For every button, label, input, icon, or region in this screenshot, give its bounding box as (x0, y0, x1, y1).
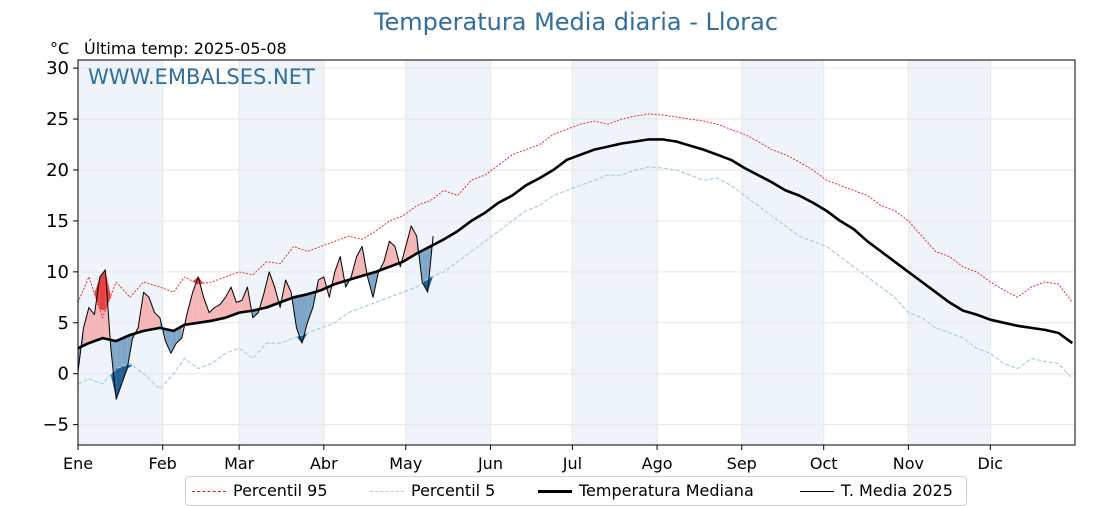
y-tick-label: 0 (58, 364, 69, 385)
fill-above-median (269, 271, 275, 307)
fill-above-median (149, 297, 155, 330)
y-tick-label: 10 (46, 262, 69, 283)
fill-above-median (143, 292, 150, 331)
fill-above-p95 (192, 276, 199, 285)
x-tick-label: Mar (224, 454, 255, 473)
month-band (239, 60, 324, 445)
fill-above-median (334, 256, 341, 285)
fill-below-p5 (301, 332, 308, 344)
month-band (741, 60, 824, 445)
last-temp-label: Última temp: 2025-05-08 (84, 39, 287, 58)
legend-label-p5: Percentil 5 (411, 481, 496, 500)
fill-above-median (214, 304, 221, 321)
fill-above-median (318, 276, 324, 291)
month-band (572, 60, 658, 445)
series-line-median (77, 138, 1074, 350)
fill-above-median (285, 280, 292, 301)
fill-above-median (263, 271, 270, 309)
y-tick-label: 15 (46, 211, 69, 232)
legend-swatch-median (538, 490, 572, 493)
x-tick-label: Ene (63, 454, 93, 473)
legend-item-p95: Percentil 95 (186, 481, 346, 501)
legend-item-p5: Percentil 5 (364, 481, 524, 501)
x-tick-label: May (389, 454, 422, 473)
x-tick-label: Dic (978, 454, 1004, 473)
y-tick-label: 30 (46, 58, 69, 79)
legend-item-median: Temperatura Mediana (532, 481, 772, 501)
fill-below-median (170, 329, 177, 354)
fill-above-median (187, 292, 193, 325)
fill-above-median (83, 307, 89, 346)
x-tick-label: Jun (477, 454, 503, 473)
legend-swatch-p5 (370, 491, 404, 492)
chart-title: Temperatura Media diaria - Llorac (373, 8, 779, 36)
fill-above-median (230, 287, 237, 316)
legend: Percentil 95 Percentil 5 Temperatura Med… (185, 476, 967, 506)
x-tick-label: Ago (642, 454, 673, 473)
legend-item-year: T. Media 2025 (794, 481, 964, 501)
grid-lines (77, 60, 1075, 445)
legend-label-p95: Percentil 95 (233, 481, 328, 500)
series-line-p5 (77, 166, 1073, 390)
month-band (908, 60, 991, 445)
fill-above-median (405, 226, 412, 261)
fill-below-median (307, 292, 313, 323)
watermark: WWW.EMBALSES.NET (88, 65, 315, 89)
x-axis: Ene Feb Mar Abr May Jun Jul Ago Sep Oct Nov Dic (63, 445, 1003, 473)
month-bands (78, 60, 991, 445)
series-line-year (77, 225, 434, 400)
x-tick-label: Abr (310, 454, 338, 473)
legend-swatch-p95 (192, 491, 226, 492)
fill-above-median (241, 287, 248, 313)
fill-above-p95 (105, 269, 111, 311)
fill-below-p5 (110, 368, 117, 400)
fill-below-median (165, 329, 171, 354)
fill-below-p5 (127, 364, 133, 369)
legend-label-median: Temperatura Mediana (579, 481, 754, 500)
fill-above-median (389, 241, 395, 267)
series-lines (77, 113, 1074, 400)
plot-frame (77, 59, 1076, 446)
fill-above-median (198, 276, 204, 323)
y-axis: −5 0 5 10 15 20 25 30 (42, 58, 78, 436)
legend-swatch-year (800, 491, 834, 492)
y-tick-label: 25 (46, 109, 69, 130)
legend-label-year: T. Media 2025 (841, 481, 953, 500)
fill-above-median (236, 300, 242, 314)
y-tick-label: 20 (46, 160, 69, 181)
unit-label: °C (50, 39, 70, 58)
x-tick-label: Sep (727, 454, 757, 473)
y-tick-label: −5 (42, 415, 69, 436)
fill-above-median (88, 307, 95, 344)
fill-below-median (301, 294, 308, 344)
x-tick-label: Jul (562, 454, 582, 473)
x-tick-label: Feb (149, 454, 177, 473)
fill-below-p5 (116, 366, 122, 400)
x-tick-label: Nov (893, 454, 924, 473)
fill-above-p95 (99, 269, 106, 311)
fill-above-median (209, 307, 215, 322)
series-line-p95 (77, 113, 1073, 319)
fill-above-median (203, 297, 210, 322)
y-tick-label: 5 (58, 313, 69, 334)
x-tick-label: Oct (810, 454, 838, 473)
